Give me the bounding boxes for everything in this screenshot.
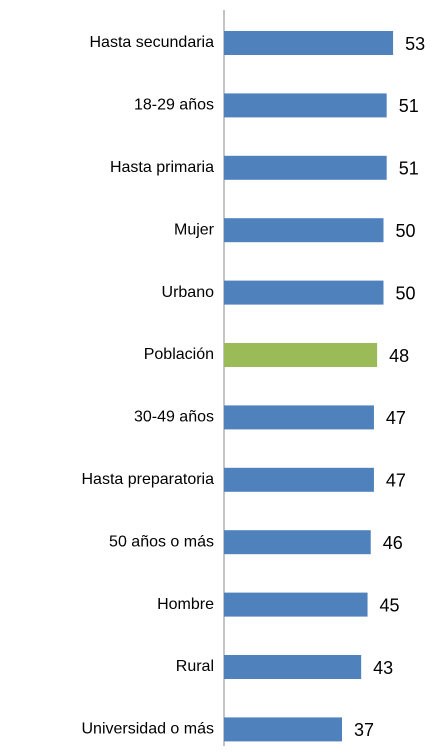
category-label: Rural [176, 658, 214, 675]
value-label: 45 [380, 595, 400, 615]
category-label: Hombre [157, 596, 214, 613]
bar [224, 280, 384, 305]
category-label: Hasta secundaria [89, 34, 214, 51]
category-label: Hasta primaria [110, 159, 214, 176]
bar [224, 717, 343, 742]
bar [224, 93, 387, 118]
bar [224, 218, 384, 243]
bar [224, 31, 394, 55]
bar [224, 467, 374, 492]
value-label: 51 [399, 96, 419, 116]
value-label: 46 [383, 533, 403, 553]
value-label: 50 [396, 283, 416, 303]
category-label: Mujer [174, 221, 215, 238]
category-label: 18-29 años [134, 97, 214, 114]
bar [224, 155, 387, 180]
value-label: 47 [386, 471, 406, 491]
value-label: 50 [396, 221, 416, 241]
bar [224, 343, 378, 367]
category-label: Población [144, 346, 214, 363]
category-label: Urbano [162, 284, 215, 301]
category-label: Universidad o más [82, 721, 215, 738]
value-label: 43 [373, 658, 393, 678]
category-label: Hasta preparatoria [81, 471, 214, 488]
value-label: 53 [405, 34, 425, 54]
bar [224, 592, 368, 617]
bar [224, 405, 374, 430]
bar [224, 530, 371, 555]
value-label: 51 [399, 159, 419, 179]
value-label: 37 [354, 720, 374, 740]
bar [224, 655, 362, 679]
value-label: 47 [386, 408, 406, 428]
category-label: 30-49 años [134, 409, 214, 426]
value-label: 48 [389, 346, 409, 366]
category-label: 50 años o más [109, 533, 214, 550]
